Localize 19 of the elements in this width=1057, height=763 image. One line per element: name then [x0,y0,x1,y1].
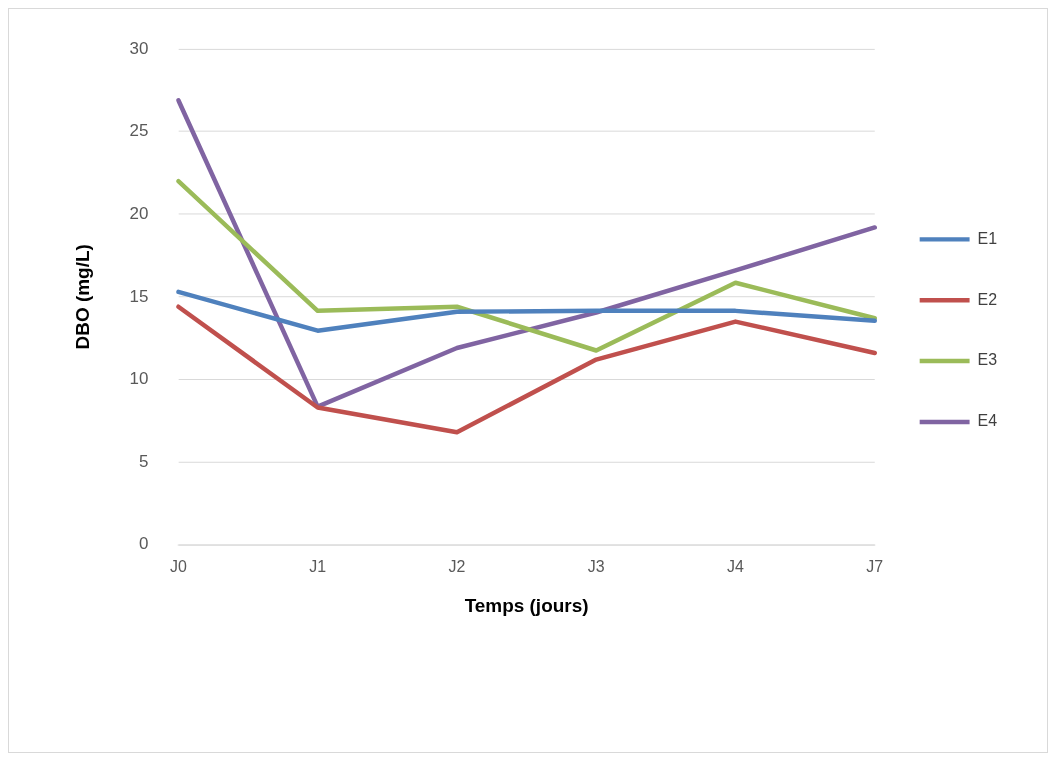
x-axis-title: Temps (jours) [464,595,589,617]
x-tick-label: J4 [727,558,745,576]
x-tick-label: J2 [448,558,466,576]
legend-label: E1 [977,229,998,247]
x-tick-label: J3 [587,558,605,576]
y-tick-label: 25 [129,121,149,141]
y-tick-label: 30 [129,38,149,58]
x-tick-label: J0 [169,558,187,576]
x-tick-label: J7 [866,558,884,576]
legend-label: E2 [977,290,998,308]
y-axis-title: DBO (mg/L) [72,244,94,350]
y-tick-label: 10 [129,369,149,389]
y-tick-label: 20 [129,203,149,223]
y-tick-label: 5 [139,451,149,471]
legend-label: E4 [977,412,998,430]
y-tick-label: 15 [129,286,149,306]
x-tick-label: J1 [309,558,327,576]
legend-label: E3 [977,351,998,369]
y-tick-label: 0 [139,534,149,554]
